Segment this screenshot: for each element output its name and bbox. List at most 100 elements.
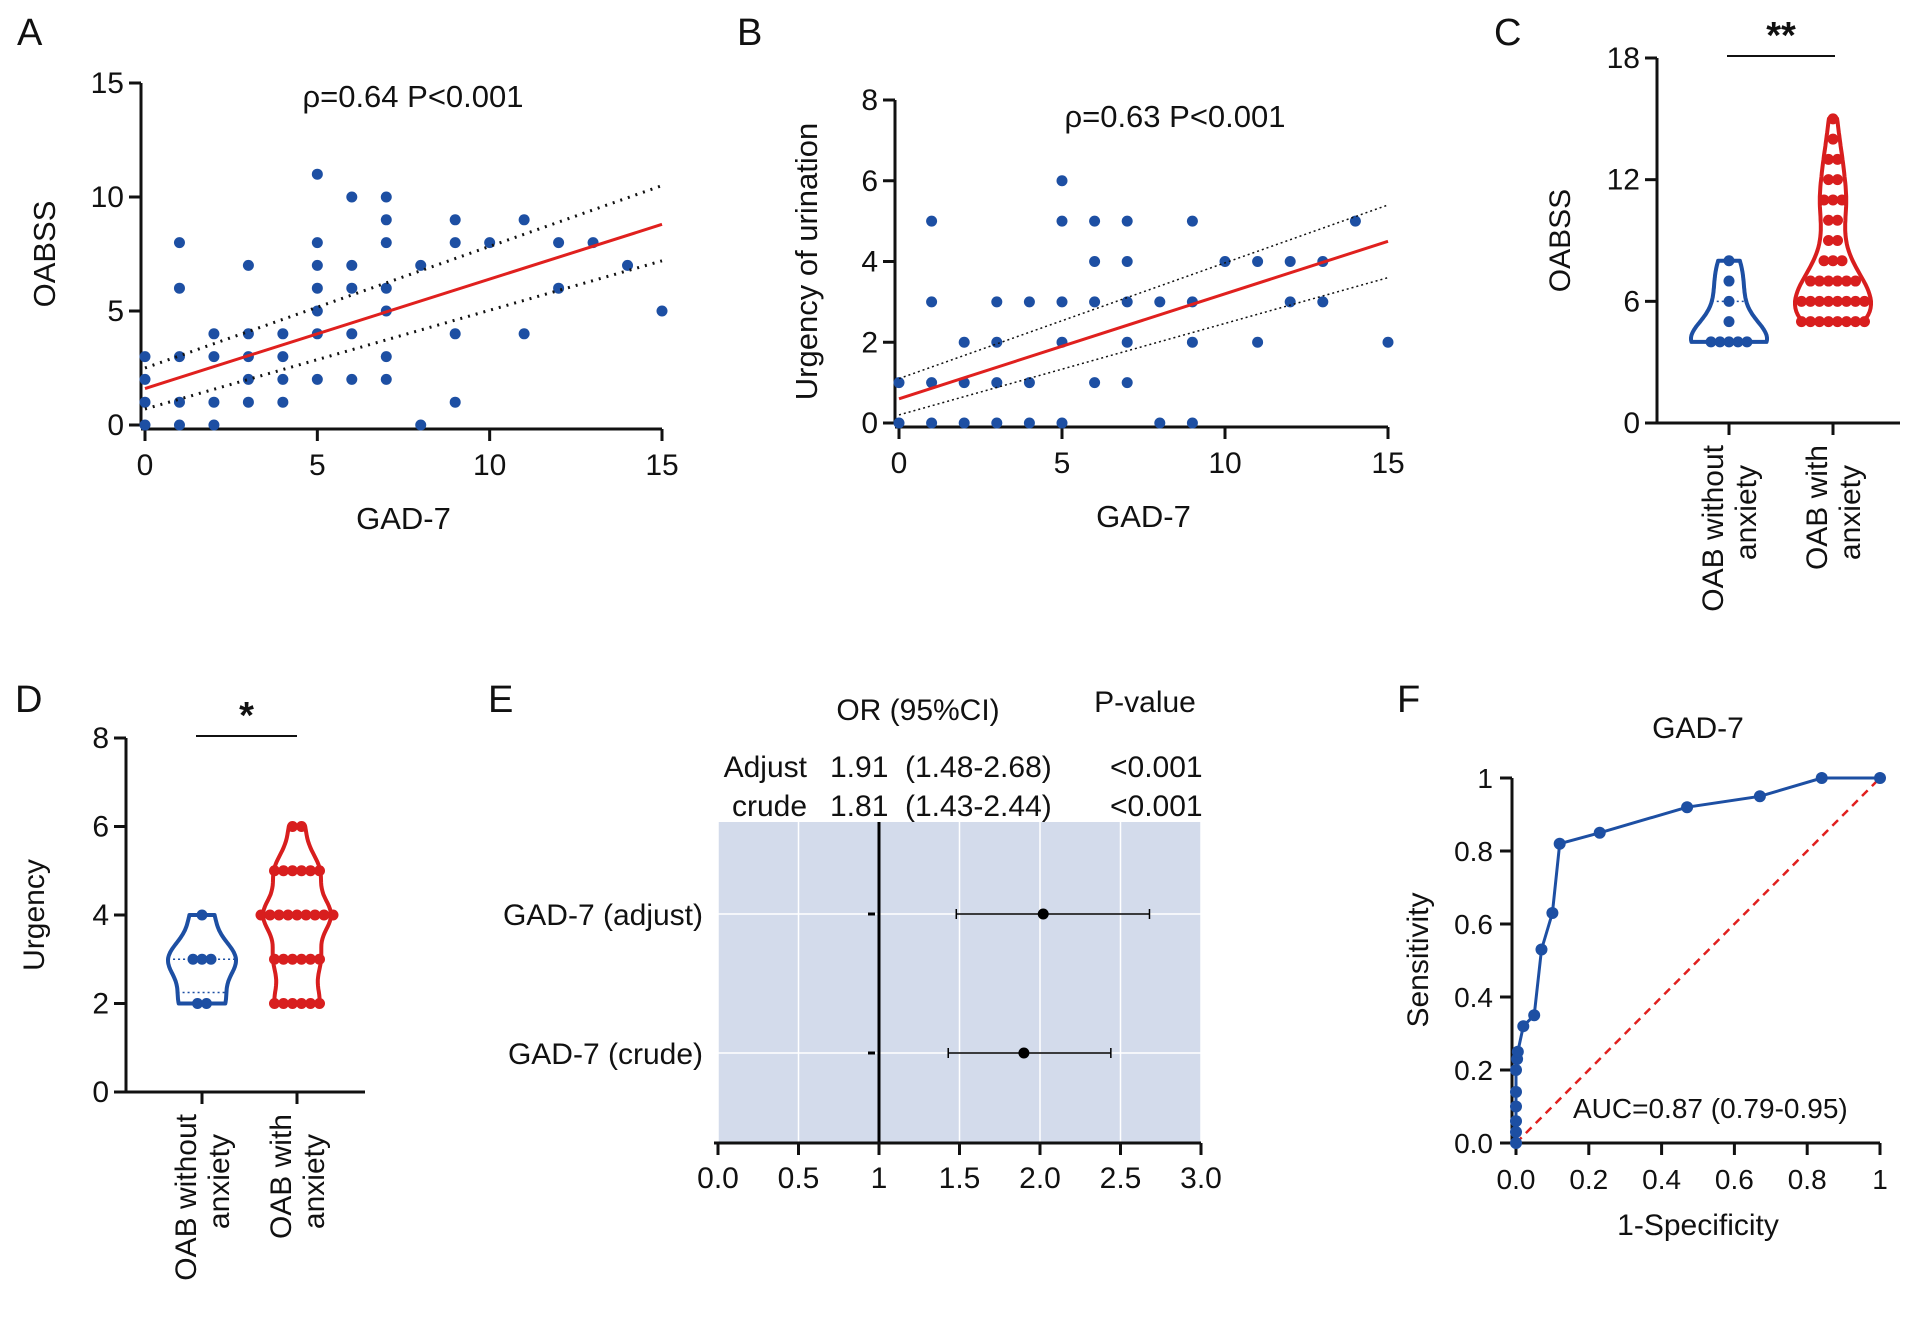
data-point: [1796, 316, 1807, 328]
x-tick-label: 5: [1054, 447, 1071, 480]
y-tick-label: 15: [91, 67, 124, 100]
x-tick-label: 0: [891, 447, 908, 480]
data-point: [1832, 153, 1843, 165]
table-ci-value: (1.43-2.44): [905, 790, 1052, 823]
roc-point: [1535, 943, 1548, 956]
data-point: [1714, 336, 1726, 348]
data-point: [1121, 377, 1133, 389]
data-point: [173, 351, 185, 363]
data-point: [1284, 256, 1296, 267]
data-point: [277, 351, 289, 363]
data-point: [656, 305, 668, 317]
data-point: [1252, 256, 1264, 267]
data-point: [311, 282, 323, 294]
y-tick-label: 8: [861, 84, 878, 117]
panel-b-scatter: 0 2 4 6 8 0 5 10 15 GAD-7 Urgency of urination ρ=0.…: [789, 84, 1405, 534]
data-point: [205, 953, 217, 965]
y-tick-label: 1: [1477, 763, 1493, 794]
data-point: [173, 237, 185, 249]
y-tick-label: 8: [92, 722, 109, 755]
data-point: [278, 865, 289, 877]
x-tick-label: 0.8: [1788, 1164, 1827, 1195]
ci-lower-line: [144, 259, 663, 411]
data-point: [1832, 295, 1843, 307]
data-point: [311, 237, 323, 249]
data-point: [296, 953, 307, 965]
data-point: [1723, 275, 1735, 287]
significance-marker: **: [1766, 15, 1796, 57]
table-p-value: <0.001: [1110, 790, 1203, 823]
x-tick-label: 10: [1208, 447, 1241, 480]
data-point: [1850, 316, 1861, 328]
regression-line: [144, 222, 663, 390]
data-point: [242, 373, 254, 385]
data-point: [1186, 215, 1198, 227]
data-point: [346, 191, 358, 203]
y-tick-label: 0.0: [1454, 1128, 1493, 1159]
roc-point: [1874, 772, 1886, 784]
data-point: [518, 214, 530, 226]
data-point: [1841, 316, 1852, 328]
data-point: [278, 953, 289, 965]
data-point: [264, 909, 276, 921]
y-tick-label: 0: [861, 407, 878, 440]
data-point: [1836, 255, 1848, 267]
y-tick-label: 0.4: [1454, 982, 1493, 1013]
roc-point: [1546, 907, 1559, 920]
data-point: [1823, 174, 1834, 186]
data-point: [1186, 417, 1198, 429]
table-ci-value: (1.48-2.68): [905, 751, 1052, 784]
data-point: [1154, 417, 1166, 429]
data-point: [208, 419, 220, 431]
roc-point: [1753, 790, 1766, 803]
panel-f-roc: 0.0 0.2 0.4 0.6 0.8 1 0.0 0.2 0.4 0.6 0.8 1 GAD-7 1-S…: [1402, 712, 1888, 1242]
data-point: [893, 377, 905, 389]
data-point: [173, 282, 185, 294]
data-point: [278, 998, 289, 1009]
roc-point: [1510, 1137, 1522, 1149]
data-point: [380, 282, 392, 294]
x-tick-label: 0.0: [697, 1162, 739, 1195]
data-point: [1823, 235, 1834, 246]
x-axis-title: GAD-7: [1096, 499, 1191, 534]
data-point: [287, 865, 298, 877]
data-point: [269, 953, 280, 965]
data-point: [196, 953, 208, 965]
data-point: [1186, 336, 1198, 348]
data-point: [1832, 235, 1843, 246]
data-point: [553, 237, 565, 249]
data-point: [1741, 336, 1753, 348]
data-point: [282, 909, 294, 921]
y-tick-label: 10: [91, 181, 124, 214]
violin-outline: [1689, 258, 1769, 344]
data-point: [1219, 256, 1231, 267]
data-point: [991, 296, 1003, 308]
y-tick-label: 0.2: [1454, 1055, 1493, 1086]
y-tick-label: 2: [861, 326, 878, 359]
data-point: [1056, 296, 1068, 308]
y-tick-label: 12: [1607, 164, 1640, 197]
data-point: [1796, 295, 1807, 307]
data-point: [380, 351, 392, 363]
data-point: [1832, 275, 1843, 287]
violin-outline: [166, 913, 238, 1006]
data-point: [1805, 316, 1816, 328]
data-point: [1823, 214, 1834, 226]
data-point: [287, 953, 298, 965]
y-axis-title: Urgency of urination: [789, 123, 824, 400]
data-point: [1317, 296, 1329, 308]
data-point: [314, 998, 325, 1009]
data-point: [327, 909, 339, 921]
data-point: [208, 328, 220, 340]
data-point: [1823, 316, 1834, 328]
data-point: [449, 237, 461, 249]
stat-annotation: ρ=0.63 P<0.001: [1064, 99, 1285, 134]
data-point: [1121, 256, 1133, 267]
y-tick-label: 0.6: [1454, 909, 1493, 940]
x-tick-label: 0.5: [778, 1162, 820, 1195]
header-or: OR (95%CI): [836, 694, 999, 727]
data-point: [926, 417, 938, 429]
category-label: OAB withoutanxiety: [1697, 444, 1763, 611]
data-point: [1121, 296, 1133, 308]
